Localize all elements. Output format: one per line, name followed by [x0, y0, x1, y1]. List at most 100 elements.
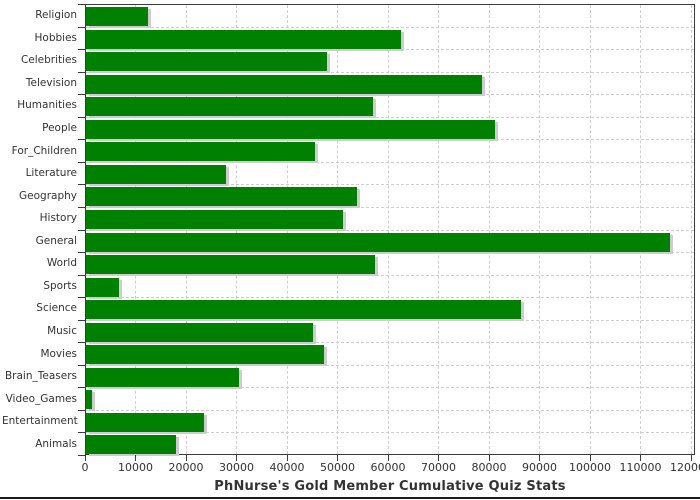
category-label-literature: Literature — [25, 167, 77, 180]
bar-brain_teasers — [86, 367, 239, 387]
category-label-humanities: Humanities — [17, 99, 77, 112]
y-axis-tick — [78, 207, 85, 208]
y-axis-tick — [78, 297, 85, 298]
x-axis-tick — [438, 455, 440, 461]
horizontal-gridline — [86, 49, 694, 51]
category-label-history: History — [39, 212, 77, 225]
y-axis-tick — [78, 117, 85, 118]
bar-people — [86, 119, 496, 139]
x-axis-tick — [236, 455, 238, 461]
horizontal-gridline — [86, 206, 694, 208]
x-axis-tick-label: 80000 — [471, 461, 507, 474]
horizontal-gridline — [86, 387, 694, 389]
x-axis-tick-label: 20000 — [168, 461, 204, 474]
category-label-entertainment: Entertainment — [2, 415, 78, 428]
category-label-television: Television — [25, 76, 77, 89]
x-axis-tick-label: 10000 — [117, 461, 153, 474]
bar-row-video_games — [86, 388, 694, 411]
bar-row-geography — [86, 185, 694, 208]
category-label-movies: Movies — [40, 347, 77, 360]
bar-world — [86, 255, 375, 275]
horizontal-gridline — [86, 432, 694, 434]
category-label-music: Music — [47, 324, 77, 337]
category-label-video_games: Video_Games — [5, 392, 77, 405]
horizontal-gridline — [86, 94, 694, 96]
window-bottom-border — [0, 497, 700, 499]
x-axis-tick-label: 70000 — [420, 461, 456, 474]
category-label-for_children: For_Children — [11, 144, 77, 157]
y-axis-tick — [78, 139, 85, 140]
category-label-celebrities: Celebrities — [20, 54, 77, 67]
category-label-religion: Religion — [35, 9, 77, 22]
y-axis-tick — [78, 4, 85, 5]
bar-general — [86, 232, 670, 252]
bar-row-religion — [86, 5, 694, 28]
horizontal-gridline — [86, 319, 694, 321]
category-label-world: World — [46, 257, 77, 270]
horizontal-gridline — [86, 229, 694, 231]
category-label-sports: Sports — [43, 279, 77, 292]
bar-humanities — [86, 97, 374, 117]
bar-celebrities — [86, 52, 328, 72]
x-axis-tick — [85, 455, 86, 461]
horizontal-gridline — [86, 409, 694, 411]
x-axis-tick — [539, 455, 541, 461]
y-axis-tick — [78, 184, 85, 185]
category-label-people: People — [42, 122, 77, 135]
bar-sports — [86, 277, 120, 297]
y-axis-tick — [78, 432, 85, 433]
bar-animals — [86, 435, 177, 455]
bar-entertainment — [86, 412, 204, 432]
y-axis-tick — [78, 275, 85, 276]
category-label-science: Science — [36, 302, 77, 315]
horizontal-gridline — [86, 342, 694, 344]
bar-row-music — [86, 321, 694, 344]
horizontal-gridline — [86, 26, 694, 28]
x-axis-tick-label: 120000 — [669, 461, 700, 474]
bar-religion — [86, 7, 148, 26]
bar-row-for_children — [86, 140, 694, 163]
x-axis-tick — [337, 455, 339, 461]
category-label-general: General — [35, 234, 77, 247]
horizontal-gridline — [86, 184, 694, 186]
bar-row-brain_teasers — [86, 366, 694, 389]
bar-video_games — [86, 390, 92, 410]
x-axis-tick — [640, 455, 642, 461]
bar-row-sports — [86, 276, 694, 299]
x-axis-tick-label: 100000 — [568, 461, 611, 474]
horizontal-gridline — [86, 297, 694, 299]
category-label-animals: Animals — [35, 437, 77, 450]
bar-row-television — [86, 73, 694, 96]
bar-music — [86, 322, 314, 342]
x-axis-tick-label: 110000 — [619, 461, 662, 474]
y-axis-tick — [78, 162, 85, 163]
x-axis-tick-label: 50000 — [319, 461, 355, 474]
y-axis-tick — [78, 387, 85, 388]
horizontal-gridline — [86, 116, 694, 118]
horizontal-gridline — [86, 364, 694, 366]
y-axis-tick — [78, 72, 85, 73]
horizontal-gridline — [86, 139, 694, 141]
y-axis-tick — [78, 94, 85, 95]
y-axis-tick — [78, 49, 85, 50]
plot-area — [85, 4, 695, 455]
x-axis-tick — [185, 455, 187, 461]
bar-hobbies — [86, 29, 401, 49]
y-axis-tick — [78, 410, 85, 411]
horizontal-gridline — [86, 71, 694, 73]
x-axis-tick — [387, 455, 389, 461]
y-axis-tick — [78, 320, 85, 321]
category-label-geography: Geography — [19, 189, 77, 202]
bar-row-humanities — [86, 95, 694, 118]
bar-geography — [86, 187, 357, 207]
bar-row-history — [86, 208, 694, 231]
horizontal-gridline — [86, 252, 694, 254]
bar-row-literature — [86, 163, 694, 186]
bar-history — [86, 209, 343, 229]
bar-row-people — [86, 118, 694, 141]
y-axis-tick — [78, 365, 85, 366]
bar-row-general — [86, 231, 694, 254]
y-axis-tick — [78, 230, 85, 231]
x-axis-tick-label: 60000 — [370, 461, 406, 474]
